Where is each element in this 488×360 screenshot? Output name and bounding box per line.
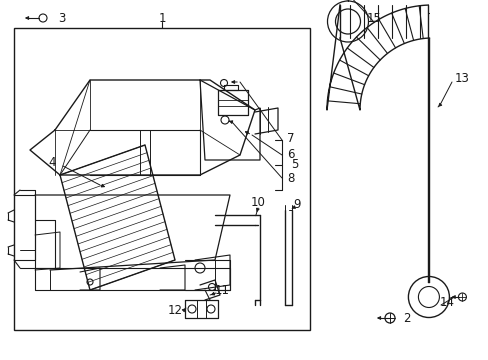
Text: 14: 14 (439, 296, 453, 309)
Text: 2: 2 (403, 311, 410, 324)
Text: 3: 3 (58, 12, 65, 24)
Text: 1: 1 (158, 12, 165, 24)
Text: 9: 9 (293, 198, 300, 211)
Text: 10: 10 (250, 195, 265, 208)
Text: 7: 7 (286, 131, 294, 144)
Text: 4: 4 (48, 157, 56, 170)
Text: 12: 12 (168, 303, 183, 316)
Text: 6: 6 (286, 148, 294, 162)
Text: 8: 8 (287, 171, 294, 184)
Text: 11: 11 (214, 284, 229, 297)
Text: 5: 5 (291, 158, 298, 171)
Text: 15: 15 (366, 12, 381, 24)
Text: 13: 13 (454, 72, 468, 85)
Bar (14, 28, 309, 330)
